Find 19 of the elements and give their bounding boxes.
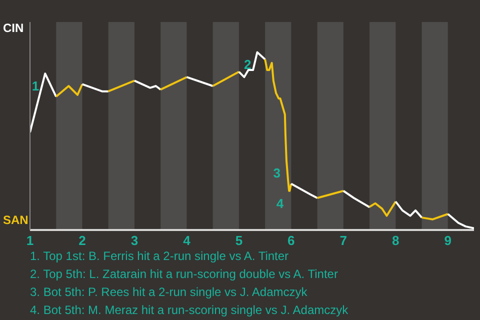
x-tick-label: 4 [183, 233, 192, 248]
text: 2. Top 5th: L. Zatarain hit a run-scoring double vs A. Tinter [30, 266, 339, 283]
text: 3. Bot 5th: P. Rees hit a 2-run single vs J. Adamczyk [30, 284, 308, 301]
annotation: 1 [32, 78, 40, 94]
x-tick-label: 2 [78, 233, 86, 248]
text: SAN [3, 213, 28, 227]
x-tick-label: 6 [288, 233, 295, 248]
x-tick-label: 3 [130, 233, 138, 248]
x-tick-label: 9 [444, 233, 452, 248]
annotation: 2 [244, 57, 252, 72]
x-tick-label: 7 [340, 233, 348, 248]
x-tick-label: 8 [392, 233, 400, 248]
annotation: 3 [273, 166, 280, 181]
x-tick-label: 1 [26, 233, 34, 248]
text: 1. Top 1st: B. Ferris hit a 2-run single vs A. Tinter [30, 248, 290, 265]
annotation: 4 [276, 196, 284, 211]
text: CIN [3, 21, 24, 35]
text: 4. Bot 5th: M. Meraz hit a run-scoring single vs J. Adamczyk [30, 302, 348, 319]
x-tick-label: 5 [235, 233, 243, 248]
